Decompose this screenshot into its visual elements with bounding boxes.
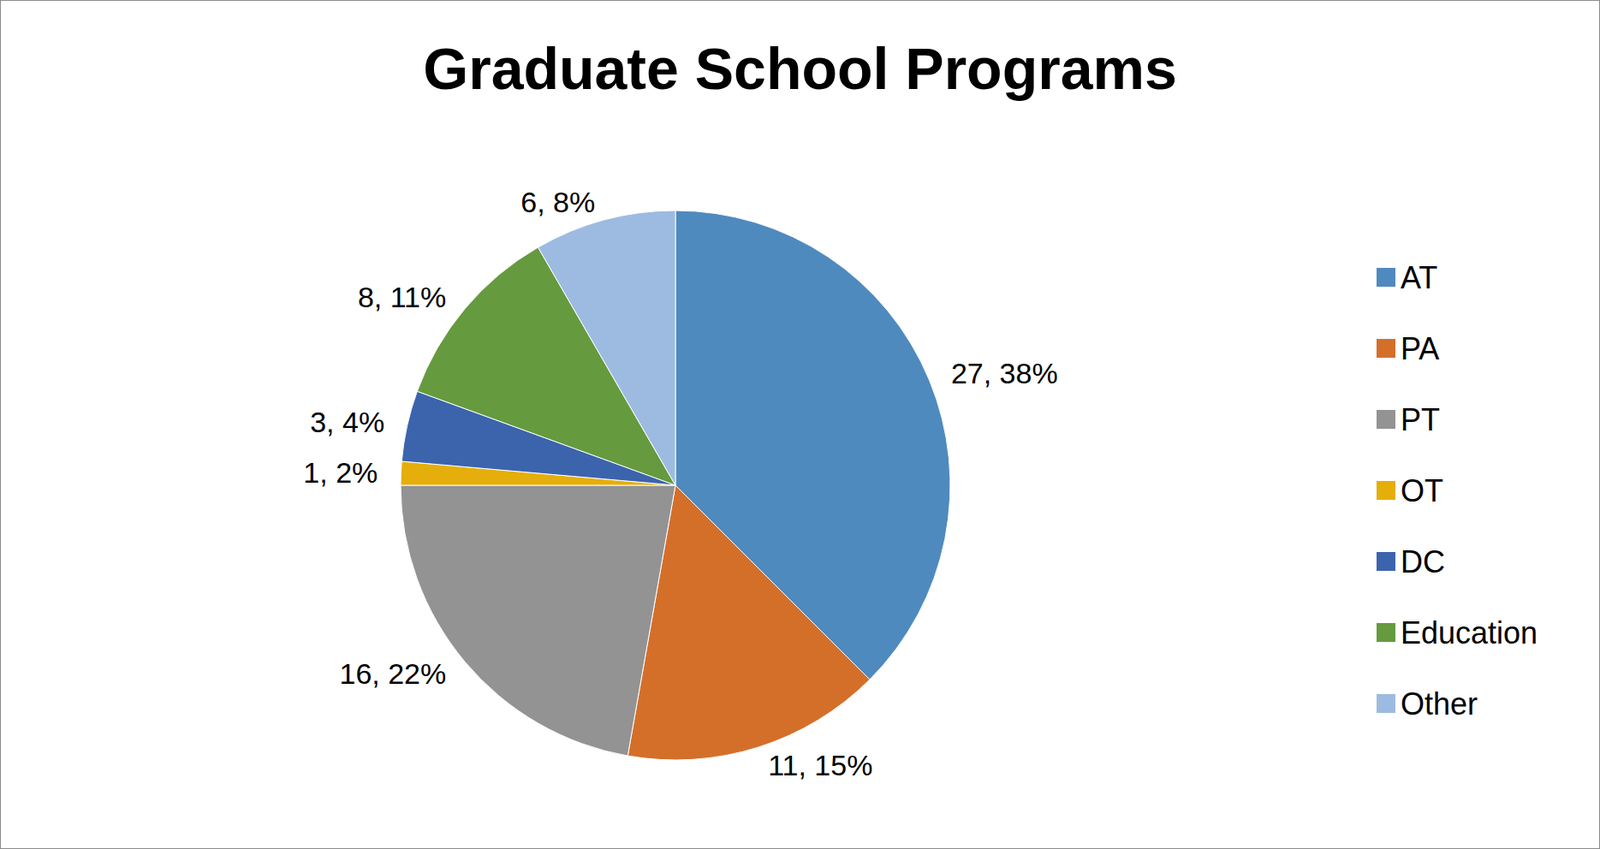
svg-text:27, 38%: 27, 38% — [951, 356, 1059, 390]
svg-text:3, 4%: 3, 4% — [309, 405, 385, 439]
svg-text:11, 15%: 11, 15% — [767, 749, 873, 782]
svg-text:Other: Other — [1400, 686, 1478, 722]
svg-text:AT: AT — [1400, 260, 1438, 296]
svg-text:Education: Education — [1400, 615, 1538, 651]
svg-text:Graduate School Programs: Graduate School Programs — [422, 35, 1177, 102]
svg-text:1, 2%: 1, 2% — [303, 456, 378, 489]
svg-text:OT: OT — [1400, 473, 1444, 509]
svg-text:16, 22%: 16, 22% — [339, 657, 447, 690]
svg-text:DC: DC — [1400, 544, 1446, 580]
svg-text:8, 11%: 8, 11% — [357, 280, 447, 314]
svg-text:6, 8%: 6, 8% — [520, 185, 595, 219]
svg-text:PA: PA — [1400, 331, 1440, 367]
svg-text:PT: PT — [1400, 402, 1440, 438]
